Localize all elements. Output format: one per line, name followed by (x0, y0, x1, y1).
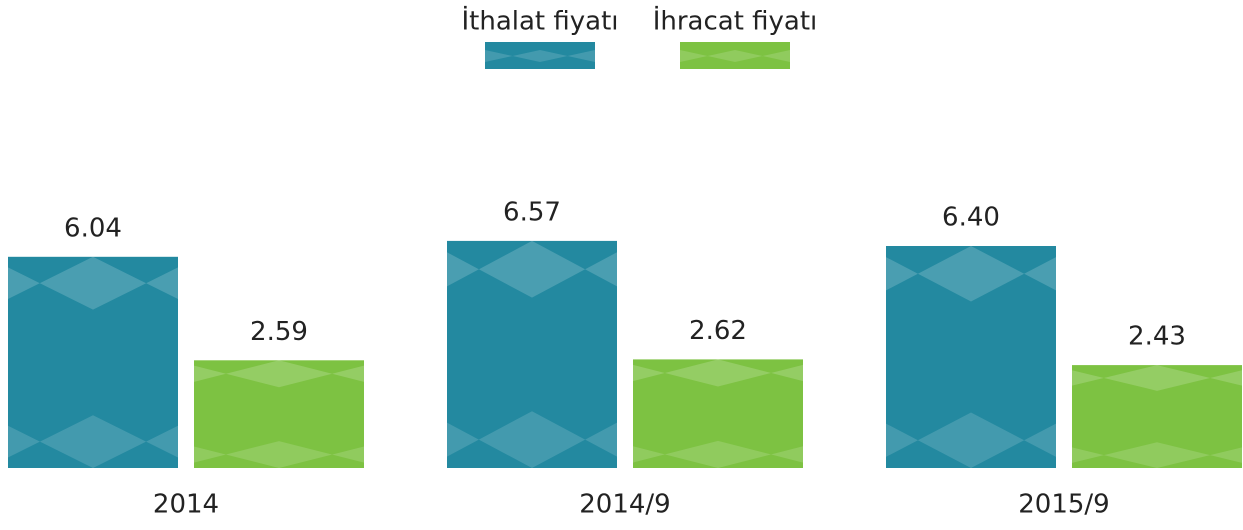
bar (886, 246, 1056, 468)
x-tick-label: 2014/9 (579, 490, 670, 520)
value-label: 2.59 (250, 317, 308, 347)
value-label: 6.57 (503, 197, 561, 227)
bar (1072, 365, 1242, 468)
bar-pattern (1072, 365, 1242, 391)
bar-pattern (886, 246, 1056, 302)
bar-pattern (886, 412, 1056, 468)
bar (194, 360, 364, 468)
x-tick-label: 2014 (153, 490, 219, 520)
legend-label: İhracat fiyatı (653, 5, 818, 37)
bar-pattern (447, 240, 617, 298)
legend-swatch (485, 42, 595, 69)
legend-pattern (485, 50, 595, 62)
bar-pattern (8, 256, 178, 310)
x-tick-label: 2015/9 (1018, 490, 1109, 520)
bar-pattern (194, 360, 364, 388)
bar-pattern (447, 411, 617, 468)
bar-pattern (1072, 442, 1242, 468)
legend-label: İthalat fiyatı (461, 5, 618, 37)
bar-pattern (633, 359, 803, 387)
bar-pattern (633, 440, 803, 468)
bar (447, 240, 617, 468)
bar-pattern (194, 441, 364, 468)
legend-pattern (680, 50, 790, 62)
value-label: 6.04 (64, 213, 122, 243)
value-label: 2.43 (1128, 322, 1186, 352)
bar (8, 256, 178, 468)
value-label: 2.62 (689, 316, 747, 346)
bar (633, 359, 803, 468)
bar-pattern (8, 415, 178, 468)
legend-swatch (680, 42, 790, 69)
value-label: 6.40 (942, 203, 1000, 233)
